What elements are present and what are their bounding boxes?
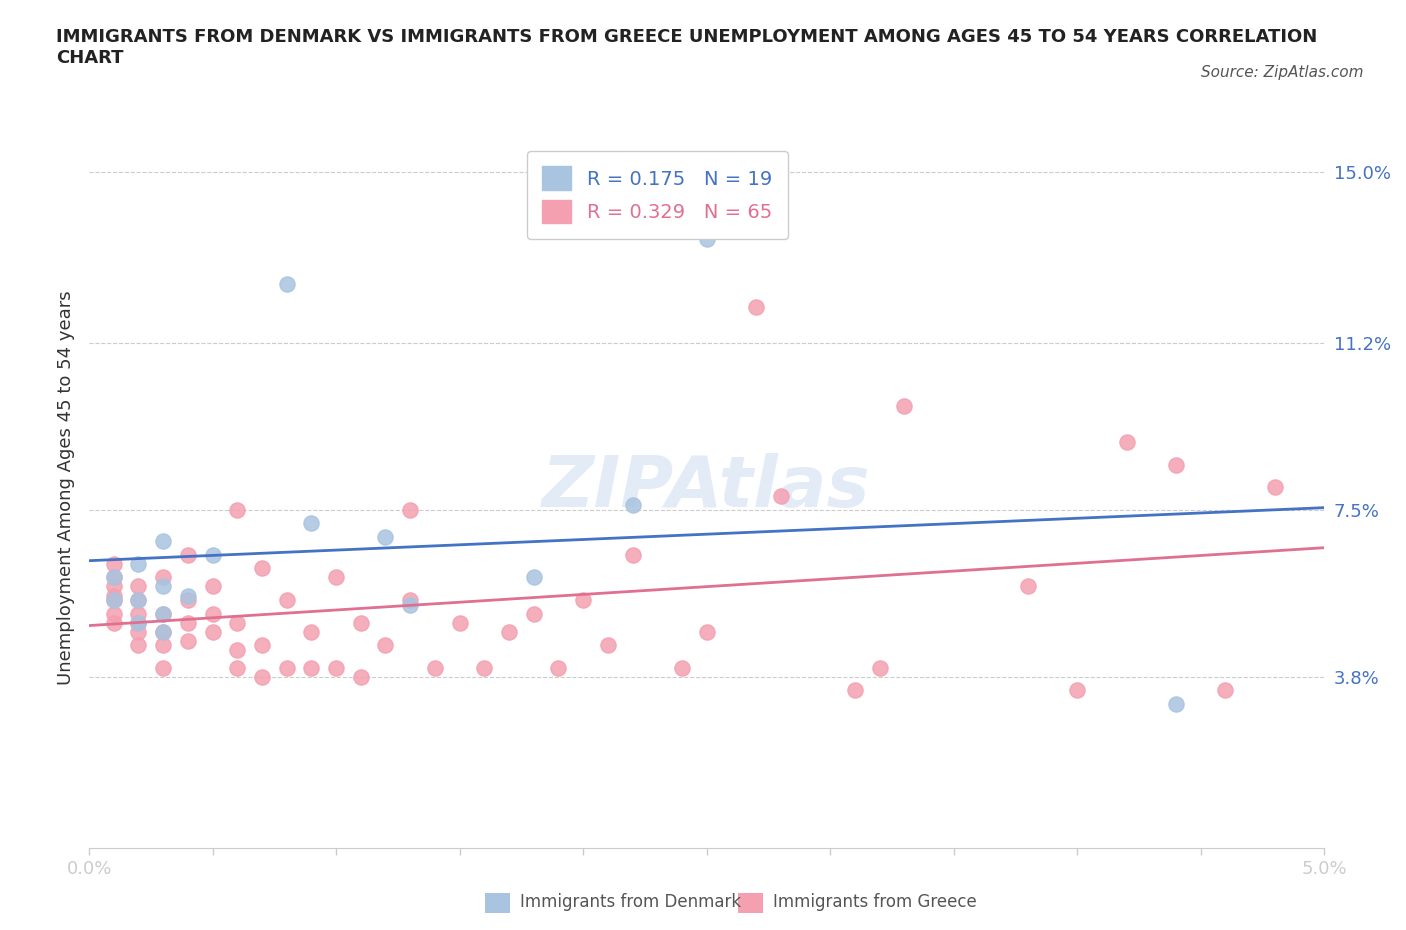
Point [127,638,149,653]
Point [201,579,224,594]
Text: Immigrants from Denmark: Immigrants from Denmark [520,893,741,910]
Point [127,579,149,594]
Point [103,615,125,630]
Point [226,502,249,517]
Point [103,588,125,603]
Point [572,592,595,607]
Point [250,561,273,576]
Point [201,624,224,639]
Point [103,606,125,621]
Point [769,489,792,504]
Point [374,529,396,544]
Point [276,592,298,607]
Point [449,615,471,630]
Point [399,597,422,612]
Text: Source: ZipAtlas.com: Source: ZipAtlas.com [1201,65,1364,80]
Point [325,570,347,585]
Point [152,624,174,639]
Point [103,592,125,607]
Point [127,615,149,630]
Point [127,556,149,571]
Point [127,592,149,607]
Point [399,592,422,607]
Point [127,606,149,621]
Point [1164,458,1187,472]
Point [671,660,693,675]
Point [152,534,174,549]
Point [177,548,200,563]
Point [152,570,174,585]
Point [299,516,322,531]
Point [498,624,520,639]
Point [299,660,322,675]
Point [127,615,149,630]
Point [1264,480,1286,495]
Point [226,615,249,630]
Point [374,638,396,653]
Point [1017,579,1039,594]
Point [201,606,224,621]
Point [869,660,891,675]
Point [152,660,174,675]
Point [696,232,718,246]
Legend: R = 0.175   N = 19, R = 0.329   N = 65: R = 0.175 N = 19, R = 0.329 N = 65 [527,151,787,239]
Point [350,670,373,684]
Point [1215,683,1237,698]
Point [399,502,422,517]
Point [152,606,174,621]
Point [177,633,200,648]
Point [472,660,495,675]
Text: IMMIGRANTS FROM DENMARK VS IMMIGRANTS FROM GREECE UNEMPLOYMENT AMONG AGES 45 TO : IMMIGRANTS FROM DENMARK VS IMMIGRANTS FR… [56,28,1317,67]
Point [177,615,200,630]
Point [226,643,249,658]
Point [893,399,915,414]
Point [523,570,546,585]
Point [299,624,322,639]
Point [127,592,149,607]
Text: ZIPAtlas: ZIPAtlas [543,453,870,522]
Point [103,570,125,585]
Point [325,660,347,675]
Point [177,588,200,603]
Point [1164,697,1187,711]
Point [103,570,125,585]
Point [250,670,273,684]
Point [745,299,768,314]
Point [276,660,298,675]
Text: Immigrants from Greece: Immigrants from Greece [773,893,977,910]
Point [127,624,149,639]
Point [621,498,644,512]
Point [350,615,373,630]
Point [696,624,718,639]
Point [1115,434,1137,449]
Point [177,592,200,607]
Point [523,606,546,621]
Point [103,556,125,571]
Point [103,592,125,607]
Point [226,660,249,675]
Point [152,638,174,653]
Point [596,638,619,653]
Point [152,579,174,594]
Point [1066,683,1088,698]
Point [152,624,174,639]
Point [250,638,273,653]
Point [547,660,569,675]
Point [423,660,446,675]
Point [103,579,125,594]
Point [621,548,644,563]
Point [152,606,174,621]
Point [201,548,224,563]
Y-axis label: Unemployment Among Ages 45 to 54 years: Unemployment Among Ages 45 to 54 years [58,290,75,684]
Point [276,277,298,292]
Point [844,683,866,698]
